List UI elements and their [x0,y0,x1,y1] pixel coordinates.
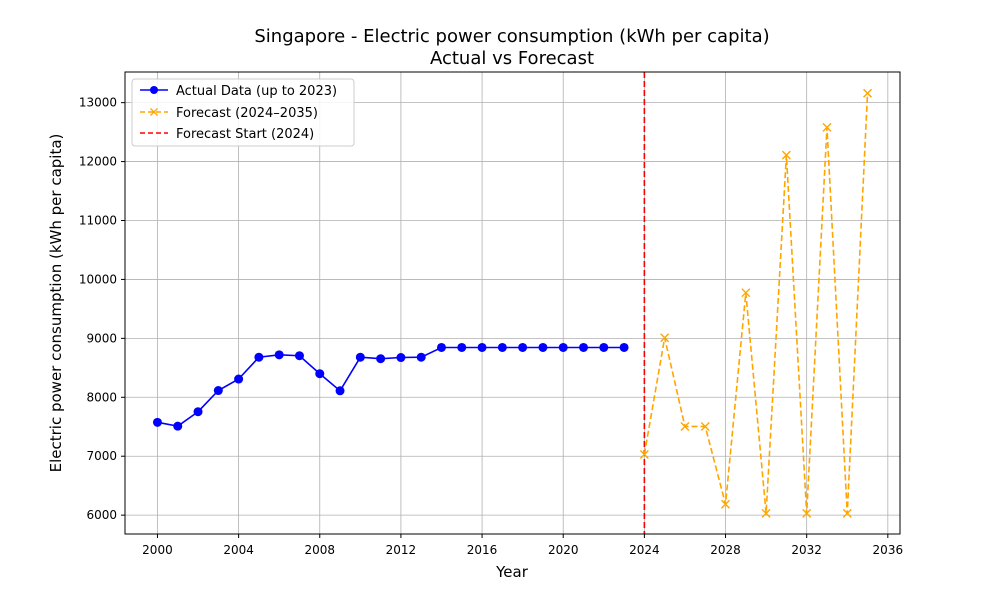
data-point [822,122,832,132]
grid [125,72,900,534]
y-ticks: 6000 7000 8000 9000 10000 11000 12000 13000 [79,96,125,522]
legend-entry-actual: Actual Data (up to 2023) [140,84,337,99]
y-tick-label: 10000 [79,272,117,286]
data-point [781,150,791,160]
y-tick-label: 7000 [86,449,117,463]
data-point [518,342,528,352]
data-point [680,421,690,431]
data-point [619,342,629,352]
y-tick-label: 6000 [86,508,117,522]
data-point [376,354,386,364]
legend-label-forecast-start: Forecast Start (2024) [176,127,314,142]
data-point [152,417,162,427]
data-point [721,499,731,509]
y-tick-label: 13000 [79,96,117,110]
data-point [842,508,852,518]
x-tick-label: 2012 [386,543,417,557]
x-tick-label: 2024 [629,543,660,557]
data-point [396,353,406,363]
series-actual [152,342,629,431]
x-tick-label: 2008 [304,543,335,557]
x-tick-label: 2032 [791,543,822,557]
data-point [173,421,183,431]
data-point [863,88,873,98]
data-point [477,342,487,352]
y-axis-label: Electric power consumption (kWh per capi… [47,134,65,473]
data-point [497,342,507,352]
data-point [660,333,670,343]
y-tick-label: 12000 [79,155,117,169]
plot-frame [124,71,901,535]
data-point [579,342,589,352]
chart-subtitle: Actual vs Forecast [430,48,594,69]
data-point [436,342,446,352]
legend-label-actual: Actual Data (up to 2023) [176,84,337,99]
legend: Actual Data (up to 2023) Forecast (2024–… [131,78,355,147]
data-point [558,342,568,352]
series-line [643,93,869,514]
data-point [802,508,812,518]
data-point [294,351,304,361]
data-point [355,352,365,362]
data-point [234,374,244,384]
data-point [416,352,426,362]
y-tick-label: 8000 [86,390,117,404]
y-tick-label: 11000 [79,214,117,228]
x-tick-label: 2028 [710,543,741,557]
data-point [213,386,223,396]
data-point [274,350,284,360]
x-tick-label: 2036 [873,543,904,557]
x-tick-label: 2000 [142,543,173,557]
data-point [254,352,264,362]
data-point [335,386,345,396]
x-tick-label: 2020 [548,543,579,557]
data-point [193,407,203,417]
x-tick-label: 2004 [223,543,254,557]
y-tick-label: 9000 [86,331,117,345]
series-line [157,346,625,428]
data-point [700,421,710,431]
series-forecast [639,88,873,518]
data-point [639,449,649,459]
x-axis-label: Year [495,563,529,581]
x-tick-label: 2016 [467,543,498,557]
legend-box [131,78,355,147]
data-point [741,288,751,298]
legend-label-forecast: Forecast (2024–2035) [176,106,318,121]
legend-entry-forecast-start: Forecast Start (2024) [140,127,314,142]
data-point [315,369,325,379]
x-ticks: 2000 2004 2008 2012 2016 2020 2024 2028 2032 2036 [142,534,903,557]
chart-title: Singapore - Electric power consumption (… [254,26,769,47]
legend-entry-forecast: Forecast (2024–2035) [140,106,318,121]
data-point [761,508,771,518]
data-point [599,342,609,352]
data-point [538,342,548,352]
data-point [457,342,467,352]
series-group [152,88,873,518]
x-marker-icon [150,108,158,116]
circle-marker-icon [150,86,158,94]
